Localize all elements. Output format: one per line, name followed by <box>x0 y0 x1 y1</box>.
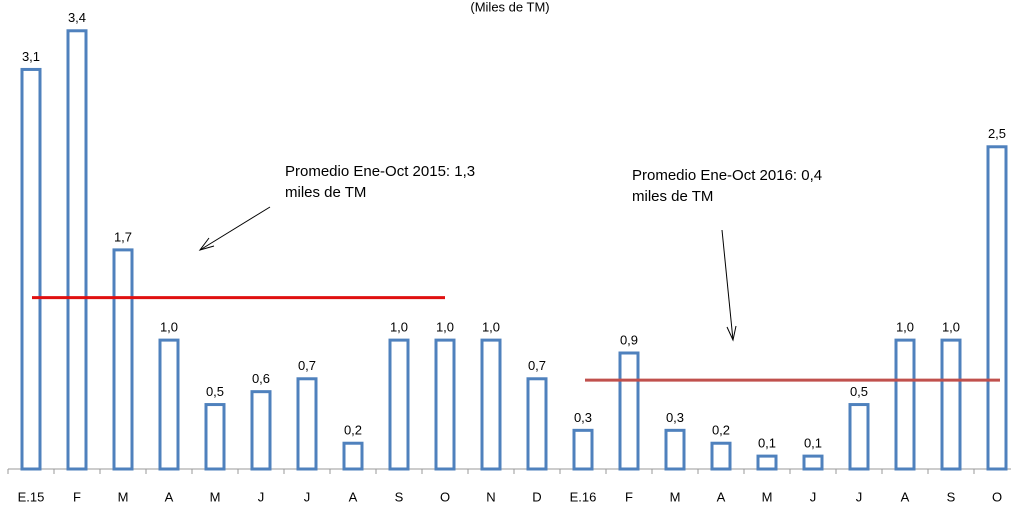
value-label: 0,3 <box>666 410 684 425</box>
chart-subtitle: (Miles de TM) <box>470 0 549 14</box>
bar <box>986 145 1008 471</box>
bar <box>526 377 548 471</box>
value-label: 0,1 <box>758 436 776 451</box>
value-label: 0,5 <box>850 384 868 399</box>
value-label: 0,3 <box>574 410 592 425</box>
arrow <box>721 229 734 341</box>
value-label: 0,9 <box>620 332 638 347</box>
x-tick-label: M <box>210 489 221 504</box>
bar <box>756 454 778 471</box>
annotation: Promedio Ene-Oct 2015: 1,3 <box>285 163 475 180</box>
bar <box>20 67 42 471</box>
bar <box>66 29 88 471</box>
annotation: miles de TM <box>285 184 366 201</box>
arrow-head <box>198 237 215 251</box>
value-label: 0,7 <box>528 358 546 373</box>
x-tick-label: F <box>73 489 81 504</box>
x-tick-label: J <box>810 489 817 504</box>
value-label: 1,0 <box>482 320 500 335</box>
x-tick-label: J <box>258 489 265 504</box>
bar <box>296 377 318 471</box>
x-tick-label: M <box>762 489 773 504</box>
bar <box>112 248 134 471</box>
bar <box>618 351 640 471</box>
bar <box>342 441 364 471</box>
value-label: 1,0 <box>390 320 408 335</box>
x-tick-label: M <box>670 489 681 504</box>
bar <box>158 338 180 471</box>
value-label: 2,5 <box>988 126 1006 141</box>
bar <box>710 441 732 471</box>
x-tick-label: M <box>118 489 129 504</box>
x-tick-label: E.16 <box>570 489 597 504</box>
value-label: 0,7 <box>298 358 316 373</box>
bar <box>250 390 272 471</box>
x-tick-label: A <box>349 489 358 504</box>
annotation: Promedio Ene-Oct 2016: 0,4 <box>632 167 822 184</box>
arrow <box>199 206 271 251</box>
bar <box>434 338 456 471</box>
x-tick-label: E.15 <box>18 489 45 504</box>
x-tick-label: O <box>992 489 1002 504</box>
bar <box>480 338 502 471</box>
x-tick-label: S <box>395 489 404 504</box>
x-tick-label: J <box>856 489 863 504</box>
x-tick-label: J <box>304 489 311 504</box>
value-label: 0,6 <box>252 371 270 386</box>
bar <box>940 338 962 471</box>
bar <box>664 428 686 471</box>
value-label: 1,7 <box>114 229 132 244</box>
bar <box>572 428 594 471</box>
value-label: 3,4 <box>68 10 86 25</box>
x-tick-label: N <box>486 489 495 504</box>
value-label: 1,0 <box>160 320 178 335</box>
value-label: 1,0 <box>896 320 914 335</box>
value-label: 0,2 <box>344 423 362 438</box>
value-label: 0,5 <box>206 384 224 399</box>
bar <box>802 454 824 471</box>
arrow-head <box>726 325 737 342</box>
x-tick-label: O <box>440 489 450 504</box>
x-tick-label: F <box>625 489 633 504</box>
x-tick-label: D <box>532 489 541 504</box>
value-label: 3,1 <box>22 49 40 64</box>
value-label: 0,1 <box>804 436 822 451</box>
x-tick-label: S <box>947 489 956 504</box>
bar <box>204 403 226 471</box>
value-label: 1,0 <box>436 320 454 335</box>
bar <box>848 403 870 471</box>
annotation: miles de TM <box>632 188 713 205</box>
x-tick-label: A <box>165 489 174 504</box>
x-tick-label: A <box>717 489 726 504</box>
bar <box>388 338 410 471</box>
bar <box>894 338 916 471</box>
value-label: 1,0 <box>942 320 960 335</box>
x-tick-label: A <box>901 489 910 504</box>
value-label: 0,2 <box>712 423 730 438</box>
